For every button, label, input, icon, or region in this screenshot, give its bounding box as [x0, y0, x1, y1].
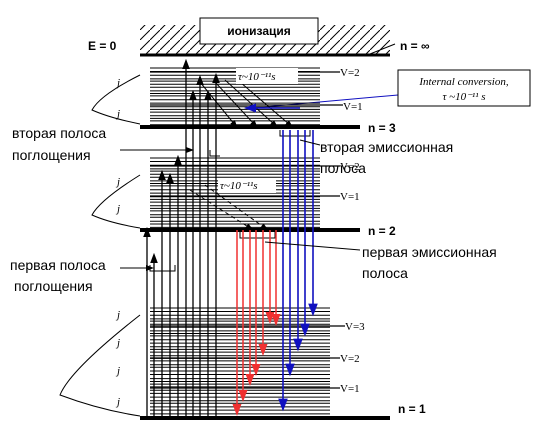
- ic-arrow: [214, 81, 258, 128]
- v-label: V=3: [345, 321, 365, 333]
- v-label: V=2: [340, 353, 360, 365]
- tau-box: [236, 68, 298, 84]
- ic-text: Internal conversion,: [418, 76, 508, 88]
- n2: n = 2: [368, 224, 396, 238]
- ic-leader: [251, 94, 399, 109]
- e-zero: E = 0: [88, 39, 117, 53]
- v-label: V=2: [340, 67, 360, 79]
- leader: [369, 43, 396, 55]
- ic-arrow: [204, 184, 269, 231]
- j: j: [115, 309, 120, 321]
- pointer: [264, 241, 361, 251]
- pointer: [299, 139, 321, 146]
- ic-box: [397, 69, 531, 107]
- rot-curve: [59, 314, 141, 417]
- j: j: [115, 77, 120, 89]
- band-label: поглощения: [14, 278, 93, 294]
- n3: n = 3: [368, 121, 396, 135]
- band-label: вторая эмиссионная: [320, 139, 453, 155]
- j: j: [115, 365, 120, 377]
- band-label: полоса: [362, 265, 408, 281]
- v-label: V=1: [343, 101, 363, 113]
- n-inf: n = ∞: [400, 39, 430, 53]
- braces: [149, 130, 311, 272]
- rot-curve: [91, 174, 141, 229]
- j: j: [115, 203, 120, 215]
- band-label: поглощения: [12, 147, 91, 163]
- v-label: V=1: [340, 191, 360, 203]
- tau: τ~10⁻¹¹s: [220, 180, 258, 192]
- ic-arrow: [224, 79, 278, 128]
- j: j: [115, 176, 120, 188]
- ic-text: τ ~10⁻¹¹ s: [442, 91, 485, 103]
- ic-arrow: [189, 189, 254, 231]
- band-label: первая полоса: [10, 257, 106, 273]
- layout: [59, 17, 399, 420]
- j: j: [115, 396, 120, 408]
- v-label: V=2: [340, 161, 360, 173]
- tau: τ~10⁻¹¹s: [238, 71, 276, 83]
- j: j: [115, 108, 120, 120]
- ionization: ионизация: [227, 24, 291, 38]
- ionization-box: [199, 17, 319, 45]
- band-label: полоса: [320, 160, 366, 176]
- band-label: вторая полоса: [12, 125, 106, 141]
- rot-curve: [91, 74, 141, 125]
- n1: n = 1: [398, 402, 426, 416]
- v-label: V=1: [340, 383, 360, 395]
- ic-arrow: [239, 81, 294, 128]
- tau-box: [218, 178, 276, 193]
- j: j: [115, 337, 120, 349]
- band-label: первая эмиссионная: [362, 244, 497, 260]
- ic-arrow: [199, 81, 238, 129]
